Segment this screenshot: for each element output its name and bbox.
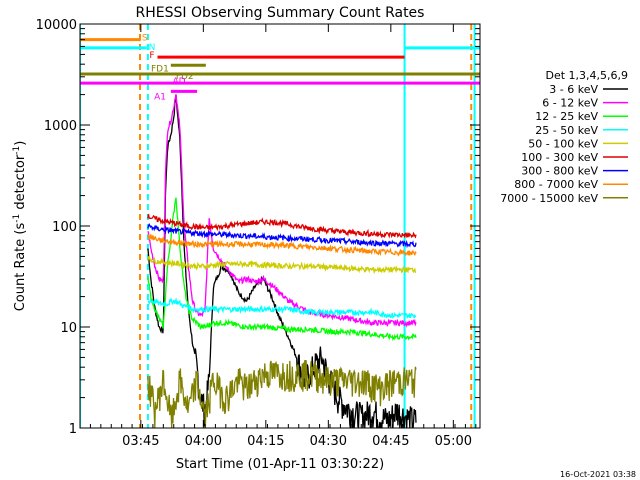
series-line-7 xyxy=(147,233,417,257)
series-line-0 xyxy=(147,94,417,428)
y-axis-label-sup1: -1 xyxy=(12,214,22,223)
flag-label-f: F xyxy=(149,51,154,61)
legend-label-2: 12 - 25 keV xyxy=(535,110,598,123)
flag-label-n: N xyxy=(149,43,156,53)
x-tick-label-3: 04:30 xyxy=(310,434,347,449)
y-tick-label-1: 10 xyxy=(60,321,77,336)
x-tick-label-2: 04:15 xyxy=(247,434,284,449)
y-axis-label-mid: detector xyxy=(13,154,28,214)
series-line-2 xyxy=(147,197,417,342)
x-axis: 03:45 04:00 04:15 04:30 04:45 05:00 xyxy=(79,24,477,449)
series-line-4 xyxy=(147,255,417,275)
y-axis-label: Count Rate (s-1 detector-1) xyxy=(12,141,28,312)
legend-label-6: 300 - 800 keV xyxy=(521,165,598,178)
chart-title: RHESSI Observing Summary Count Rates xyxy=(136,5,425,21)
legend-label-4: 50 - 100 keV xyxy=(528,137,598,150)
legend-label-7: 800 - 7000 keV xyxy=(514,178,598,191)
x-axis-label: Start Time (01-Apr-11 03:30:22) xyxy=(176,457,384,472)
x-tick-label-1: 04:00 xyxy=(185,434,222,449)
legend-label-8: 7000 - 15000 keV xyxy=(500,192,598,205)
y-axis-label-main: Count Rate (s xyxy=(13,223,28,312)
y-tick-label-3: 1000 xyxy=(44,119,77,134)
legend-label-1: 6 - 12 keV xyxy=(542,97,598,110)
timestamp: 16-Oct-2021 03:38 xyxy=(560,470,636,479)
y-axis-label-end: ) xyxy=(13,141,28,146)
flag-label-a1: A1 xyxy=(154,92,166,102)
y-axis-label-sup2: -1 xyxy=(12,146,22,155)
legend-label-0: 3 - 6 keV xyxy=(549,83,598,96)
series-line-1 xyxy=(147,94,417,328)
series-line-3 xyxy=(147,297,417,320)
x-tick-label-4: 04:45 xyxy=(372,434,409,449)
x-tick-label-0: 03:45 xyxy=(122,434,159,449)
legend-header: Det 1,3,4,5,6,9 xyxy=(545,69,628,82)
flag-label-fd1: FD1 xyxy=(151,64,169,74)
legend-label-3: 25 - 50 keV xyxy=(535,124,598,137)
y-tick-label-0: 1 xyxy=(69,422,77,437)
flag-label-ad: AD xyxy=(173,77,186,87)
y-tick-label-2: 100 xyxy=(52,220,77,235)
y-tick-label-4: 10000 xyxy=(36,18,77,33)
series-line-6 xyxy=(147,222,417,248)
series-layer xyxy=(147,94,417,428)
flag-label-s: S xyxy=(142,34,148,44)
series-line-8 xyxy=(147,359,417,428)
x-tick-label-5: 05:00 xyxy=(435,434,472,449)
y-axis: 1 10 100 1000 10000 xyxy=(36,18,480,437)
series-line-5 xyxy=(147,213,417,239)
flag-label-fd2: FD2 xyxy=(176,72,194,82)
legend-label-5: 100 - 300 keV xyxy=(521,151,598,164)
